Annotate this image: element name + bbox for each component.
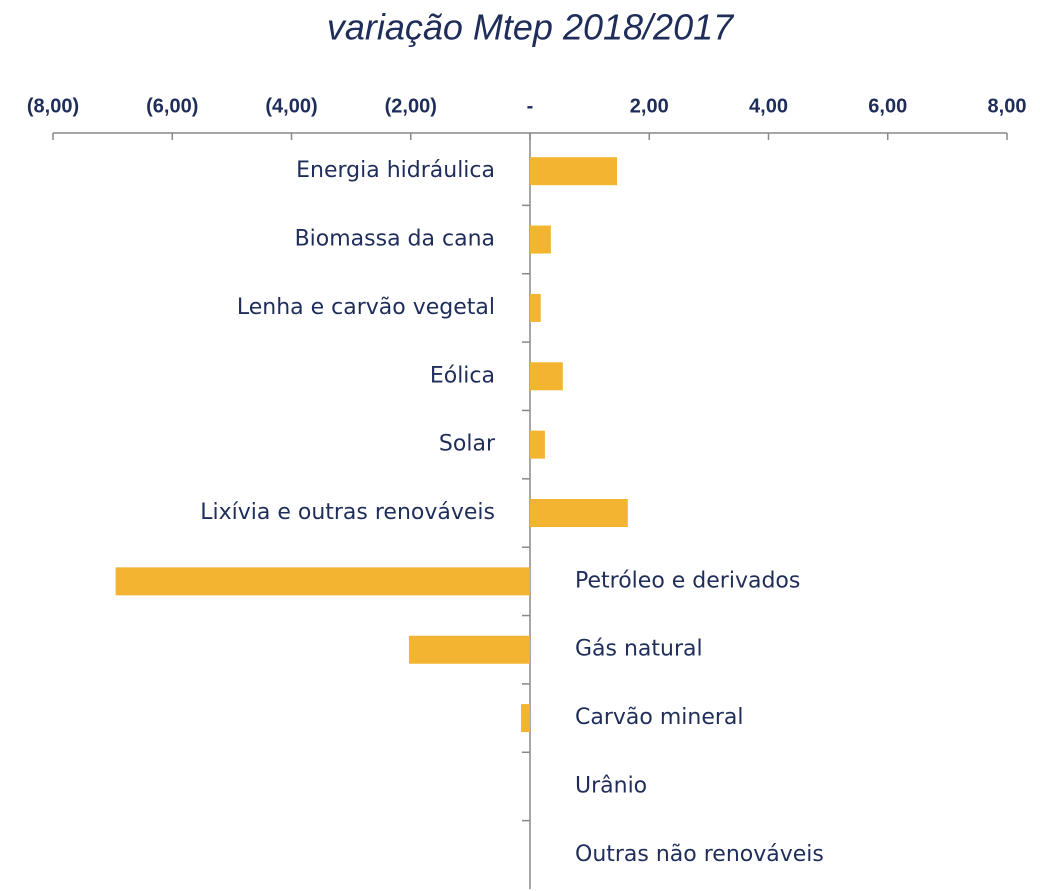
bar	[530, 362, 563, 391]
bar	[530, 430, 545, 459]
category-label: Energia hidráulica	[296, 158, 495, 183]
x-tick-label: 4,00	[749, 95, 788, 117]
category-label: Outras não renováveis	[575, 842, 824, 867]
x-tick-label: (4,00)	[265, 95, 317, 117]
x-tick-label: 6,00	[868, 95, 907, 117]
x-tick-label: 8,00	[988, 95, 1027, 117]
x-tick-label: -	[527, 95, 534, 117]
x-tick-label: 2,00	[630, 95, 669, 117]
bar	[115, 567, 530, 596]
category-label: Eólica	[430, 363, 495, 388]
category-label: Lenha e carvão vegetal	[237, 295, 495, 320]
category-label: Lixívia e outras renováveis	[200, 500, 495, 525]
x-tick-label: (6,00)	[146, 95, 198, 117]
x-tick-label: (8,00)	[27, 95, 79, 117]
category-label: Petróleo e derivados	[575, 568, 800, 593]
chart-title: variação Mtep 2018/2017	[327, 7, 735, 48]
bar	[530, 293, 541, 322]
category-label: Gás natural	[575, 637, 703, 662]
x-tick-label: (2,00)	[385, 95, 437, 117]
bar	[530, 225, 551, 254]
bar	[408, 635, 530, 664]
category-label: Urânio	[575, 773, 647, 798]
category-label: Biomassa da cana	[295, 227, 495, 252]
bar	[521, 704, 530, 733]
category-label: Solar	[439, 432, 496, 457]
bar	[530, 157, 618, 186]
category-label: Carvão mineral	[575, 705, 744, 730]
bar	[530, 499, 628, 527]
